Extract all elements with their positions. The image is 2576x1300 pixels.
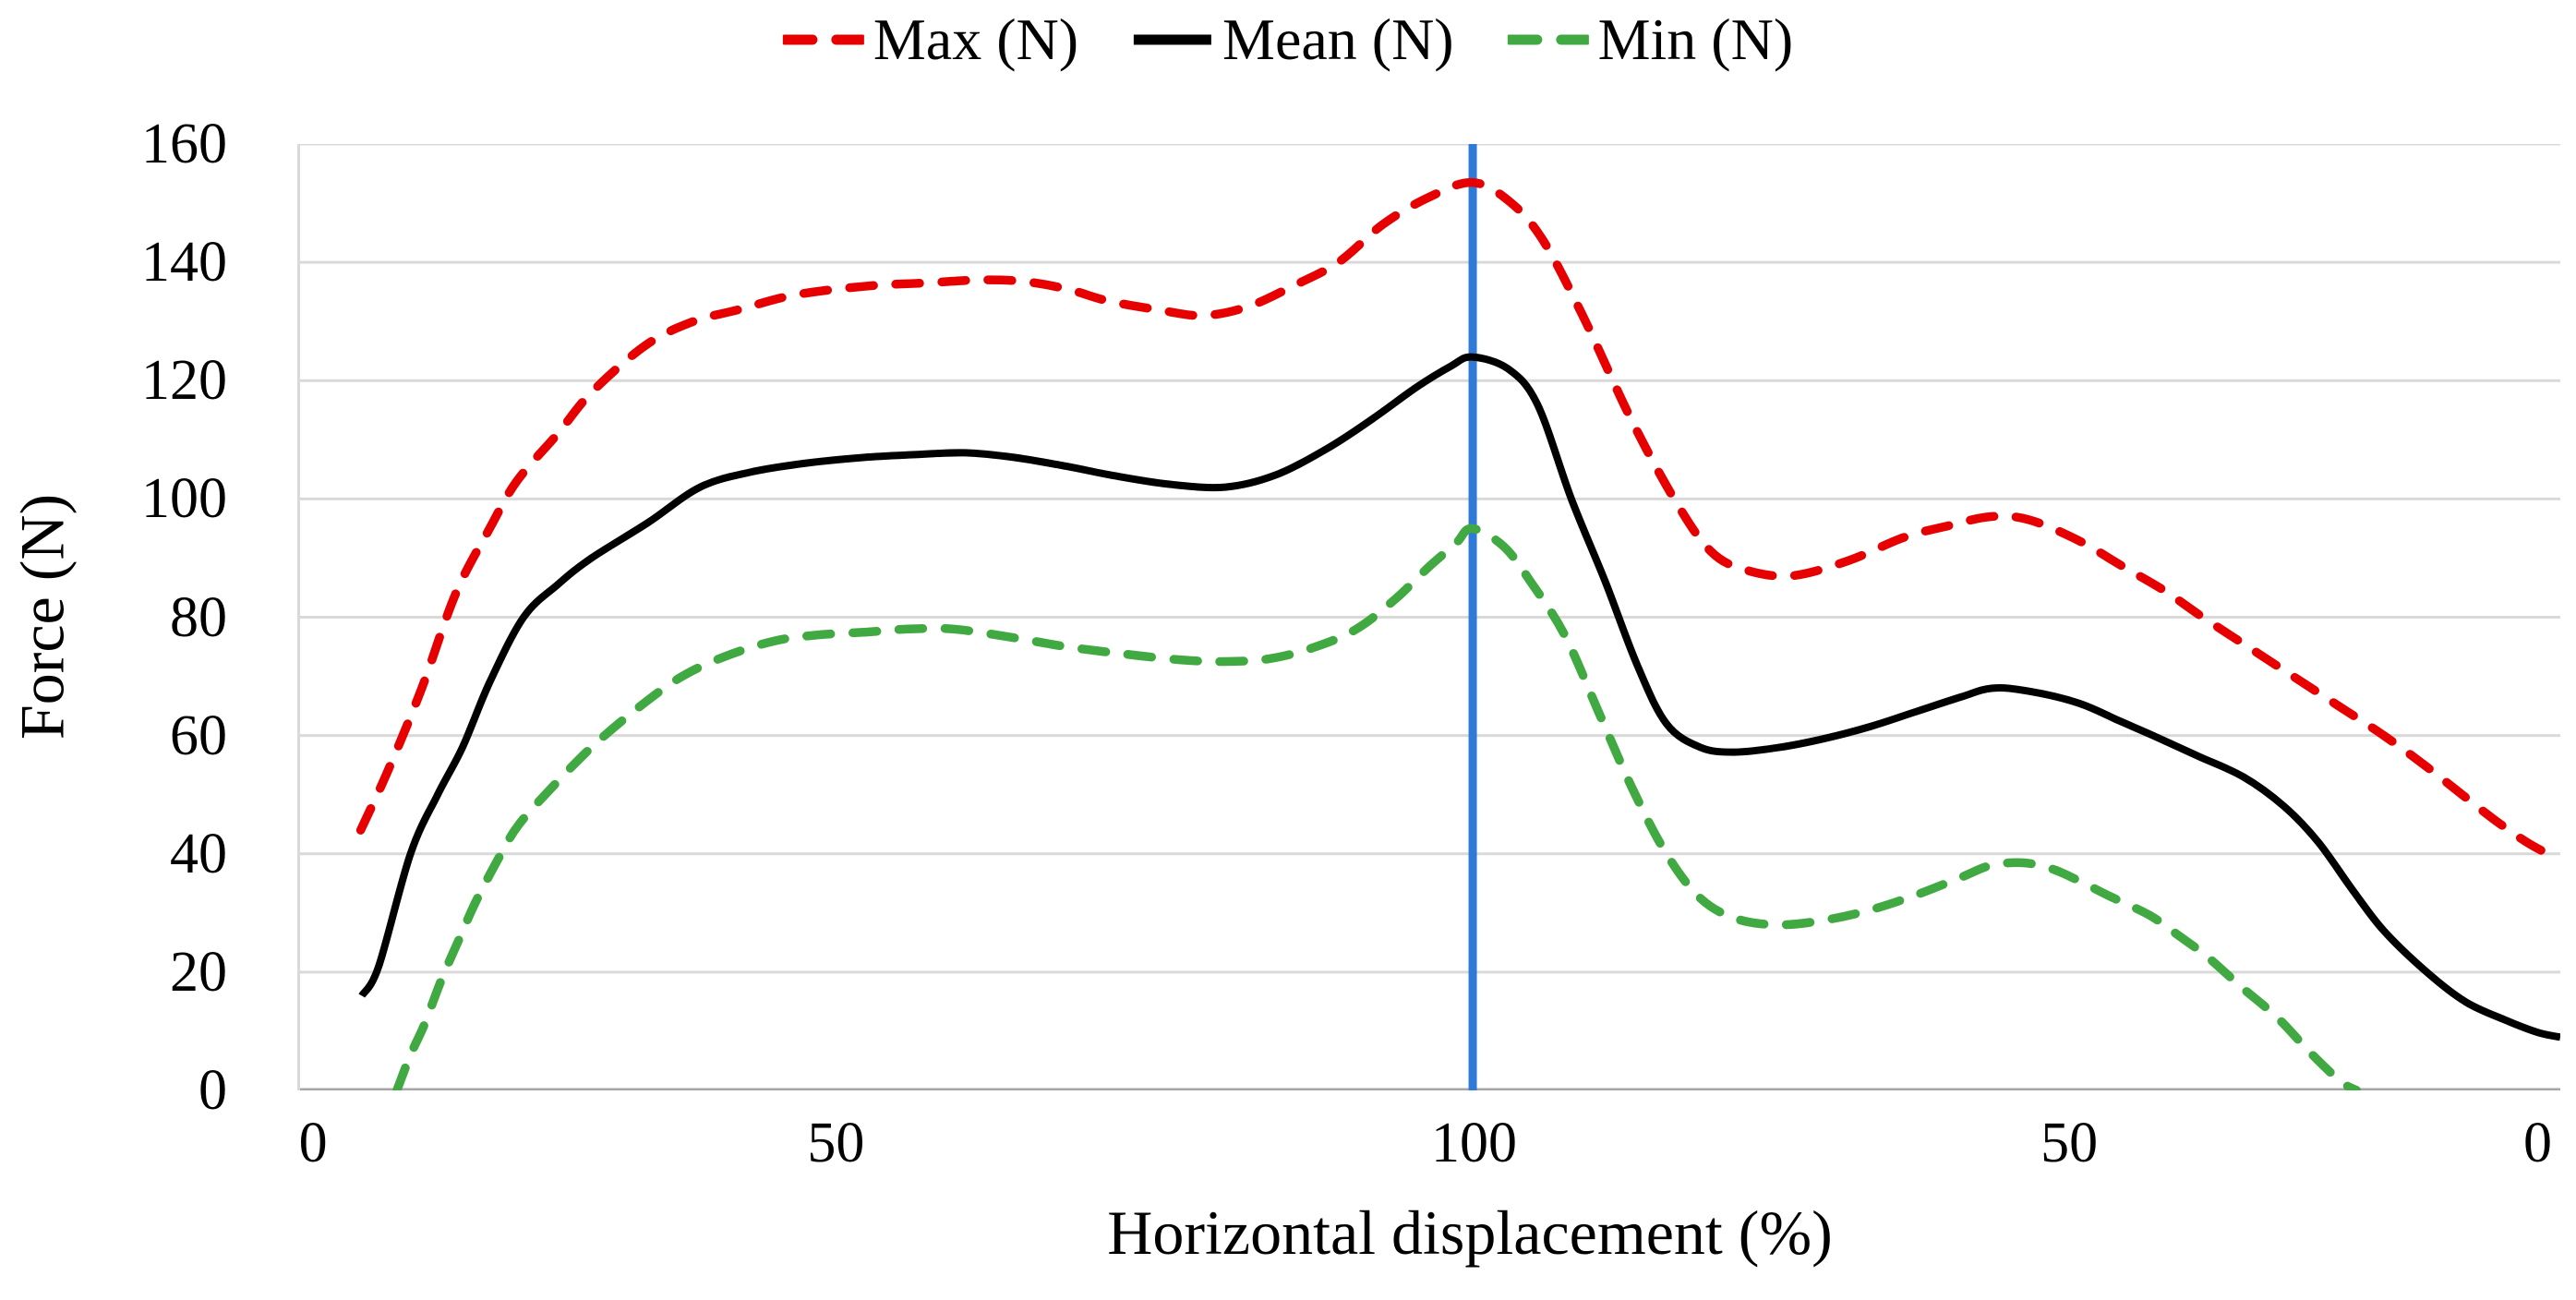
plot-area (297, 144, 2560, 1090)
legend-swatch-dashed (782, 34, 864, 45)
y-tick-label: 120 (141, 349, 227, 413)
y-tick-label: 20 (170, 940, 227, 1004)
y-tick-label: 60 (170, 704, 227, 767)
y-tick-label: 40 (170, 822, 227, 885)
legend-label: Mean (N) (1222, 6, 1454, 72)
x-axis-title: Horizontal displacement (%) (1107, 1198, 1833, 1268)
series-line-min-n (392, 524, 2362, 1090)
x-tick-label: 100 (1431, 1112, 1518, 1174)
y-tick-label: 140 (141, 231, 227, 295)
y-tick-label: 0 (199, 1059, 227, 1122)
x-tick-label: 50 (807, 1112, 865, 1174)
legend-item: Max (N) (782, 6, 1079, 74)
x-tick-label: 0 (2522, 1112, 2552, 1174)
x-tick-label: 0 (298, 1112, 328, 1174)
legend-label: Min (N) (1597, 6, 1794, 72)
chart-legend: Max (N) Mean (N) Min (N) (782, 6, 1794, 74)
legend-swatch-solid (1134, 34, 1212, 45)
legend-label: Max (N) (873, 6, 1079, 72)
legend-item: Mean (N) (1132, 6, 1454, 74)
legend-item: Min (N) (1507, 6, 1794, 74)
y-tick-label: 160 (141, 113, 227, 175)
series-line-mean-n (358, 353, 2560, 1041)
legend-swatch-dashed (1507, 34, 1589, 45)
series-line-max-n (355, 177, 2558, 861)
x-tick-label: 50 (2040, 1112, 2099, 1174)
y-tick-label: 100 (141, 467, 227, 531)
y-tick-label: 80 (170, 585, 227, 649)
